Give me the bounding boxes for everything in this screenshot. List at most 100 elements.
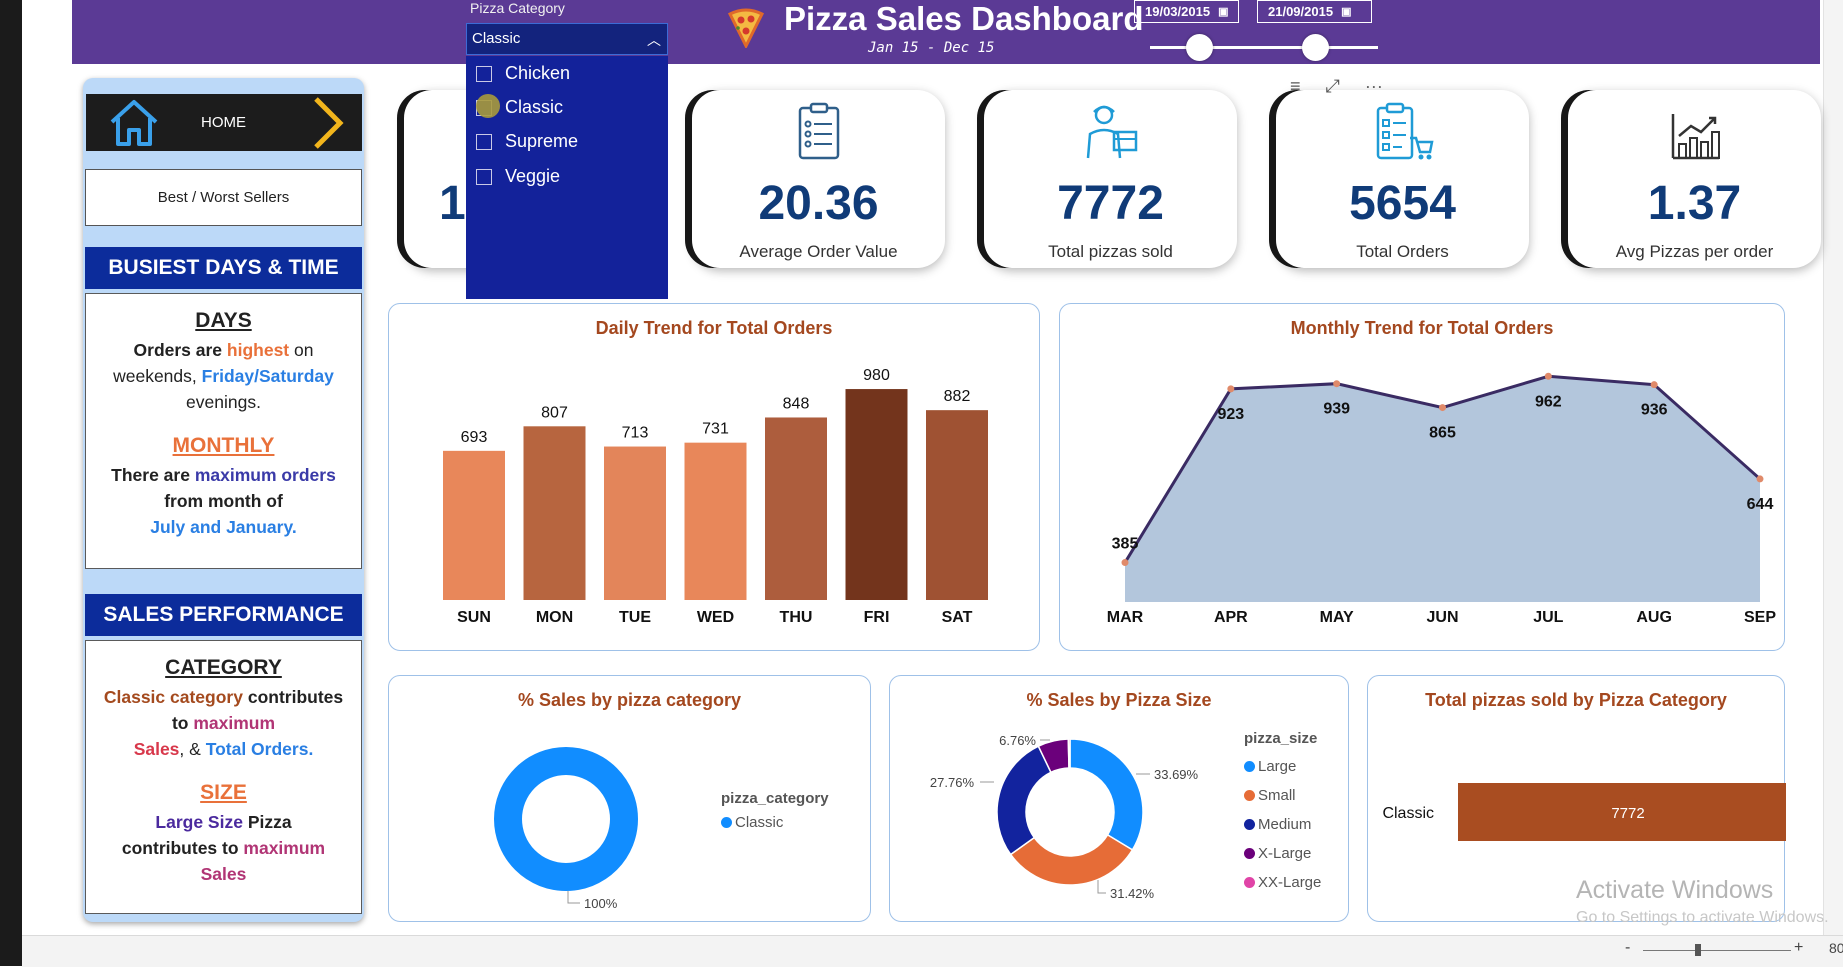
data-point[interactable] <box>1121 559 1129 567</box>
activate-windows-title: Activate Windows <box>1576 876 1774 904</box>
slice-classic[interactable] <box>494 747 638 891</box>
leader-line <box>567 891 580 904</box>
legend-label: XX-Large <box>1258 873 1322 891</box>
zoom-slider[interactable] <box>1643 950 1791 951</box>
chevron-right-icon[interactable] <box>308 95 348 151</box>
insight-line: Sales, & Total Orders. <box>133 739 314 759</box>
order-list-icon <box>1376 102 1434 160</box>
checkbox[interactable] <box>476 133 492 150</box>
category-filter-dropdown[interactable]: Classic ︿ <box>466 23 668 55</box>
chart-title: Daily Trend for Total Orders <box>595 318 833 338</box>
date-range-slider[interactable] <box>1150 46 1378 49</box>
bar-sun[interactable] <box>443 450 505 600</box>
kpi-value: 7772 <box>1057 177 1164 230</box>
chart-title: % Sales by Pizza Size <box>1026 690 1212 710</box>
bar-classic[interactable] <box>1458 783 1786 841</box>
option-chicken[interactable]: Chicken <box>476 63 570 84</box>
data-label: 882 <box>944 388 971 405</box>
checkbox[interactable] <box>476 65 492 82</box>
data-point[interactable] <box>1333 380 1341 388</box>
x-tick-label: WED <box>697 609 734 626</box>
calendar-icon: ▣ <box>1218 6 1229 18</box>
daily-trend-panel[interactable]: Daily Trend for Total Orders 693 SUN 807 MO… <box>388 303 1040 651</box>
kpi-card-total-pizzas-sold[interactable]: 7772 Total pizzas sold <box>984 90 1237 268</box>
kpi-card-avg-pizzas-per-order[interactable]: 1.37 Avg Pizzas per order <box>1568 90 1821 268</box>
slider-end-handle[interactable] <box>1302 34 1329 61</box>
slice-small[interactable] <box>1009 833 1134 886</box>
slider-start-handle[interactable] <box>1186 34 1213 61</box>
insight-line: Sales <box>200 864 247 884</box>
data-point[interactable] <box>1227 385 1235 393</box>
kpi-card-average-order-value[interactable]: 20.36 Average Order Value <box>692 90 945 268</box>
date-start-input[interactable]: 19/03/2015 ▣ <box>1134 0 1239 23</box>
bar-mon[interactable] <box>523 426 586 600</box>
data-label: 923 <box>1217 406 1244 423</box>
slice-large[interactable] <box>1069 738 1144 851</box>
bar-wed[interactable] <box>684 442 747 600</box>
date-end-input[interactable]: 21/09/2015 ▣ <box>1257 0 1372 23</box>
pizzas-by-category-panel[interactable]: Total pizzas sold by Pizza Category Clas… <box>1367 675 1786 922</box>
visual-toolbar[interactable]: ≡ ⤢ ⋯ <box>1290 76 1393 96</box>
zoom-percent: 80% <box>1829 940 1843 956</box>
zoom-in-button[interactable]: + <box>1794 939 1804 956</box>
data-label: 865 <box>1429 425 1456 442</box>
sales-by-size-panel[interactable]: % Sales by Pizza Size 33.69% 31.42% 27.76%… <box>889 675 1349 922</box>
kpi-label: Total pizzas sold <box>1048 242 1173 261</box>
x-tick-label: MAY <box>1320 609 1354 626</box>
monthly-trend-panel[interactable]: Monthly Trend for Total Orders 385 MAR 923… <box>1059 303 1785 651</box>
y-tick-label: Classic <box>1382 805 1434 822</box>
kpi-value: 5654 <box>1349 177 1456 230</box>
bar-sat[interactable] <box>926 410 988 600</box>
insight-line: There are maximum orders <box>111 465 336 485</box>
legend-title: pizza_category <box>721 790 829 807</box>
kpi-card-total-orders[interactable]: 5654 Total Orders <box>1276 90 1529 268</box>
slice-label: 100% <box>584 896 618 911</box>
legend-dot <box>1244 760 1255 772</box>
option-veggie[interactable]: Veggie <box>476 166 560 187</box>
bar-thu[interactable] <box>765 417 827 600</box>
best-worst-sellers-button[interactable]: Best / Worst Sellers <box>85 169 362 226</box>
kpi-value: 1 <box>439 177 466 230</box>
x-tick-label: SUN <box>457 609 491 626</box>
kpi-label: Avg Pizzas per order <box>1615 242 1774 261</box>
legend-item: Classic <box>721 814 783 831</box>
chart-title: Monthly Trend for Total Orders <box>1290 318 1554 338</box>
zoom-out-button[interactable]: - <box>1625 939 1631 956</box>
chart-title: Total pizzas sold by Pizza Category <box>1425 690 1727 710</box>
checkbox[interactable] <box>476 168 492 185</box>
zoom-slider-handle[interactable] <box>1695 944 1701 956</box>
dropdown-selected: Classic <box>472 30 521 47</box>
slice-label: 31.42% <box>1110 886 1155 901</box>
right-scrollbar[interactable] <box>1823 0 1843 935</box>
bar-fri[interactable] <box>845 389 908 600</box>
slice-medium[interactable] <box>996 745 1052 856</box>
insight-line: from month of <box>164 491 283 511</box>
legend-dot <box>1244 847 1255 859</box>
data-label: 848 <box>783 395 810 412</box>
date-start-value: 19/03/2015 <box>1145 4 1211 19</box>
slice-xx-large[interactable] <box>1067 738 1071 769</box>
data-point[interactable] <box>1650 381 1658 389</box>
data-point[interactable] <box>1439 404 1446 412</box>
data-point[interactable] <box>1544 372 1552 380</box>
bar-growth-icon <box>1671 114 1720 160</box>
legend-dot <box>1244 789 1255 801</box>
daily-bar-chart: 693 SUN 807 MON 713 TUE 731 WED 848 THU 980 FRI 882 S… <box>443 367 988 626</box>
size-heading: SIZE <box>200 781 247 804</box>
x-tick-label: JUN <box>1426 609 1458 626</box>
insight-line: July and January. <box>150 517 297 537</box>
clipboard-icon <box>798 102 839 160</box>
insight-line: Orders are highest on <box>133 340 314 360</box>
sales-performance-heading: SALES PERFORMANCE <box>85 594 362 636</box>
busiest-days-heading: BUSIEST DAYS & TIME <box>85 247 362 289</box>
data-point[interactable] <box>1756 475 1764 483</box>
bar-tue[interactable] <box>604 446 666 600</box>
data-label: 713 <box>622 425 649 442</box>
x-tick-label: SAT <box>942 609 973 626</box>
x-tick-label: MAR <box>1107 609 1144 626</box>
sales-insight-box: CATEGORY Classic category contributes to… <box>85 640 362 914</box>
sales-by-category-panel[interactable]: % Sales by pizza category 100% pizza_cat… <box>388 675 871 922</box>
option-supreme[interactable]: Supreme <box>476 131 578 152</box>
busiest-insight-box: DAYS Orders are highest on weekends, Fri… <box>85 293 362 569</box>
kpi-label: Total Orders <box>1356 242 1449 261</box>
